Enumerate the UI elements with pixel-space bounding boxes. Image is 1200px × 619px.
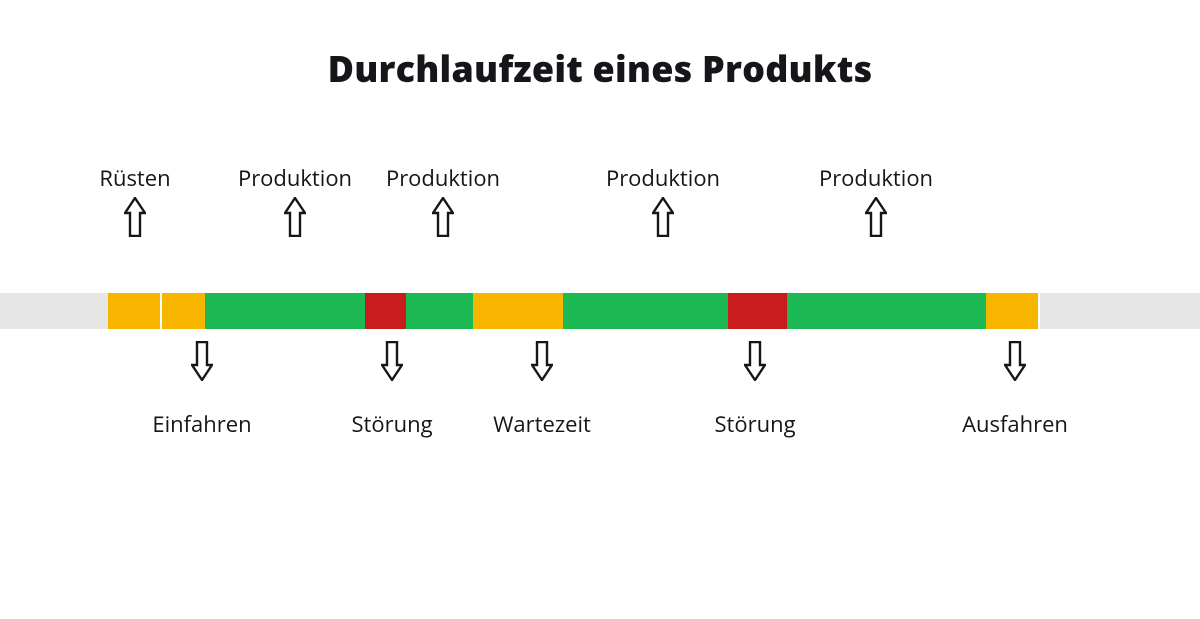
down-arrow-icon bbox=[531, 341, 553, 381]
up-arrow-icon bbox=[865, 197, 887, 237]
down-arrow-icon bbox=[1004, 341, 1026, 381]
down-arrow-icon bbox=[744, 341, 766, 381]
bottom-label: Störung bbox=[351, 409, 432, 439]
bottom-label: Ausfahren bbox=[962, 409, 1068, 439]
up-arrow-icon bbox=[652, 197, 674, 237]
bottom-label: Wartezeit bbox=[493, 409, 591, 439]
down-arrow-icon bbox=[191, 341, 213, 381]
up-arrow-icon bbox=[124, 197, 146, 237]
bottom-label: Einfahren bbox=[152, 409, 251, 439]
up-arrow-icon bbox=[284, 197, 306, 237]
timeline-bar bbox=[0, 293, 1200, 329]
down-arrow-icon bbox=[381, 341, 403, 381]
top-label: Rüsten bbox=[99, 163, 170, 193]
top-label: Produktion bbox=[238, 163, 352, 193]
top-label: Produktion bbox=[819, 163, 933, 193]
bar-segment bbox=[787, 293, 986, 329]
page-title: Durchlaufzeit eines Produkts bbox=[0, 44, 1200, 93]
bar-segment bbox=[108, 293, 160, 329]
bottom-label: Störung bbox=[714, 409, 795, 439]
bar-segment bbox=[0, 293, 108, 329]
top-label: Produktion bbox=[386, 163, 500, 193]
timeline-diagram: Rüsten Produktion Produktion Produktion Prod… bbox=[0, 163, 1200, 523]
bar-segment bbox=[473, 293, 563, 329]
bar-segment bbox=[365, 293, 406, 329]
bar-segment bbox=[406, 293, 473, 329]
bar-segment bbox=[1040, 293, 1200, 329]
bar-segment bbox=[986, 293, 1038, 329]
bar-segment bbox=[728, 293, 787, 329]
up-arrow-icon bbox=[432, 197, 454, 237]
top-label: Produktion bbox=[606, 163, 720, 193]
bar-segment bbox=[563, 293, 728, 329]
bar-segment bbox=[162, 293, 205, 329]
bar-segment bbox=[205, 293, 365, 329]
